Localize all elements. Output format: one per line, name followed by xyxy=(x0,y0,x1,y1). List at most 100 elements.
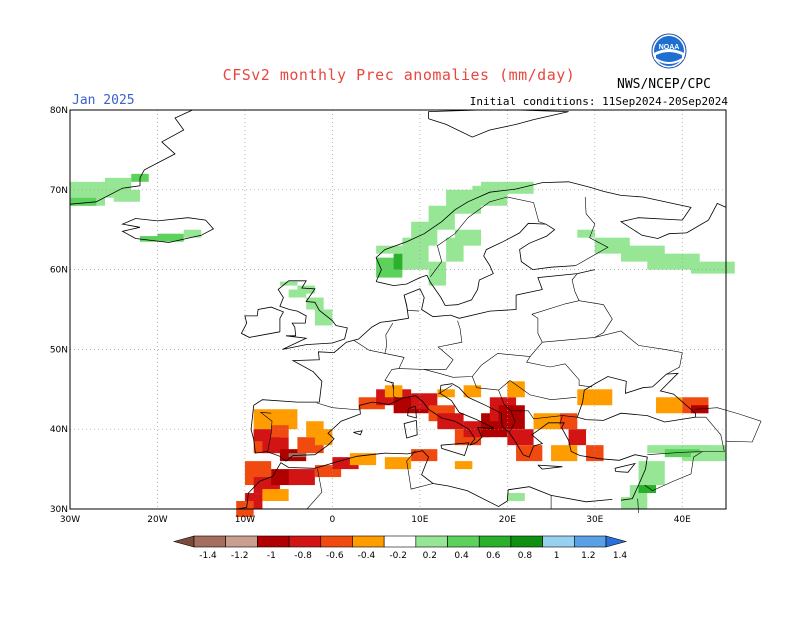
country-border xyxy=(559,415,563,425)
anomaly-cell xyxy=(332,457,359,470)
colorbar-tick-label: 0.4 xyxy=(454,551,469,561)
anomaly-layer xyxy=(70,173,735,517)
anomaly-cell xyxy=(638,461,665,486)
country-border xyxy=(403,295,420,312)
lon-tick-label: 40E xyxy=(674,515,691,525)
lon-tick-label: 10W xyxy=(235,515,255,525)
country-border xyxy=(259,412,273,452)
country-border xyxy=(354,340,405,400)
coastline xyxy=(236,450,613,510)
country-border xyxy=(565,273,580,305)
coastline xyxy=(69,109,193,205)
colorbar-cell xyxy=(605,535,628,548)
agency-label: NWS/NCEP/CPC xyxy=(617,77,711,92)
colorbar-cell xyxy=(257,535,290,548)
country-border xyxy=(526,356,593,388)
anomaly-cell xyxy=(568,429,587,446)
lon-tick-label: 0 xyxy=(330,515,336,525)
coastline xyxy=(428,109,569,138)
anomaly-cell xyxy=(664,449,700,458)
coastline xyxy=(686,201,727,234)
anomaly-cell xyxy=(113,189,140,202)
coastline xyxy=(403,420,418,439)
anomaly-cell xyxy=(253,409,298,430)
lon-tick-label: 20W xyxy=(147,515,167,525)
latitude-labels: 30N 40N 50N 60N 70N 80N xyxy=(50,106,68,515)
coastlines xyxy=(69,109,762,514)
coastline xyxy=(375,181,692,282)
anomaly-cell xyxy=(621,497,648,509)
anomaly-cell xyxy=(559,413,578,430)
colorbar-tick-label: 0.2 xyxy=(423,551,437,561)
anomaly-cell xyxy=(507,381,525,398)
colorbar-tick-label: 0.8 xyxy=(518,551,533,561)
anomaly-cell xyxy=(647,253,700,270)
coastline xyxy=(440,442,470,456)
coastline xyxy=(240,306,284,338)
colorbar-tick-label: -1.2 xyxy=(231,551,249,561)
coastline xyxy=(407,405,417,419)
lon-tick-label: 30E xyxy=(586,515,603,525)
country-border xyxy=(384,322,394,354)
anomaly-cell xyxy=(437,413,464,430)
country-border xyxy=(644,451,703,491)
country-border xyxy=(384,380,394,390)
lat-tick-label: 40N xyxy=(50,425,68,435)
anomaly-cell xyxy=(454,461,473,470)
anomaly-cell xyxy=(411,449,438,462)
country-border xyxy=(398,320,463,370)
country-border xyxy=(316,402,361,411)
colorbar-cell xyxy=(542,535,575,548)
anomaly-cell xyxy=(297,285,315,294)
lat-tick-label: 70N xyxy=(50,186,68,196)
lon-tick-label: 10E xyxy=(411,515,428,525)
noaa-logo-text: NOAA xyxy=(659,44,680,51)
colorbar-tick-label: -0.8 xyxy=(294,551,312,561)
colorbar-tick-label: -1.4 xyxy=(199,551,217,561)
anomaly-cell xyxy=(253,429,272,442)
colorbar-cell xyxy=(510,535,543,548)
anomaly-cell xyxy=(314,309,333,326)
country-border xyxy=(531,303,566,315)
colorbar-tick-label: -0.6 xyxy=(326,551,344,561)
lon-tick-label: 20E xyxy=(499,515,516,525)
colorbar-tick-label: 1 xyxy=(554,551,560,561)
colorbar-cell xyxy=(320,535,353,548)
anomaly-cell xyxy=(384,457,412,470)
colorbar-cell xyxy=(225,535,258,548)
anomaly-cell xyxy=(551,445,578,462)
map-frame xyxy=(69,109,727,510)
longitude-labels: 30W 20W 10W 0 10E 20E 30E 40E xyxy=(60,515,691,525)
anomaly-cell xyxy=(691,453,718,462)
coastline xyxy=(250,383,648,501)
colorbar-cell xyxy=(352,535,385,548)
anomaly-cell xyxy=(463,385,482,398)
anomaly-cell xyxy=(428,261,447,286)
country-border xyxy=(406,450,434,490)
lat-tick-label: 60N xyxy=(50,266,68,276)
country-border xyxy=(430,196,508,277)
country-border xyxy=(637,498,639,514)
anomaly-cell xyxy=(349,453,377,466)
anomaly-cell xyxy=(577,229,595,238)
anomaly-cell xyxy=(656,397,683,414)
country-border xyxy=(306,469,323,510)
initial-conditions: Initial conditions: 11Sep2024-20Sep2024 xyxy=(469,95,728,108)
anomaly-cell xyxy=(437,389,455,398)
noaa-logo: NOAA xyxy=(651,33,687,69)
country-border xyxy=(480,314,543,366)
colorbar-tick-label: 1.4 xyxy=(613,551,628,561)
grid-lines xyxy=(70,110,726,509)
colorbar-cell xyxy=(383,535,417,548)
anomaly-cell xyxy=(288,469,315,486)
anomaly-cell xyxy=(314,465,342,478)
country-border xyxy=(542,330,683,375)
anomaly-cell xyxy=(70,197,97,206)
coastline xyxy=(253,269,595,406)
coastline xyxy=(576,372,696,423)
colorbar-cell xyxy=(478,535,512,548)
colorbar-cell xyxy=(447,535,480,548)
anomaly-cell xyxy=(271,425,289,438)
colorbar-tick-label: -0.2 xyxy=(389,551,407,561)
coastline xyxy=(121,217,215,243)
